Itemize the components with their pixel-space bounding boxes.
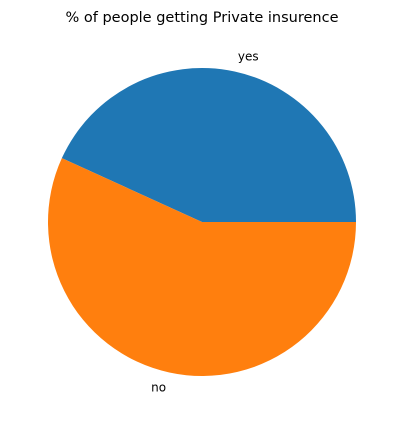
pie-slice-yes (61, 67, 356, 222)
pie-slice-no (48, 158, 356, 376)
chart-title: % of people getting Private insurence (65, 10, 338, 26)
pie-labels: yes no (151, 49, 259, 394)
pie-label-no: no (151, 381, 166, 395)
pie-label-yes: yes (238, 49, 259, 63)
pie-slices (48, 67, 356, 376)
